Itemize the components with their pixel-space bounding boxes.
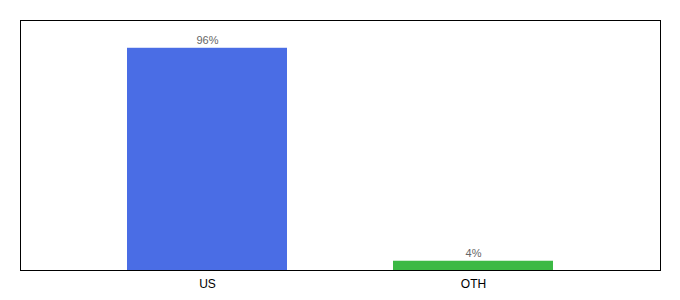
svg-text:96%: 96%: [196, 34, 218, 46]
svg-text:OTH: OTH: [461, 277, 486, 291]
svg-text:4%: 4%: [466, 247, 482, 259]
svg-text:US: US: [199, 277, 216, 291]
